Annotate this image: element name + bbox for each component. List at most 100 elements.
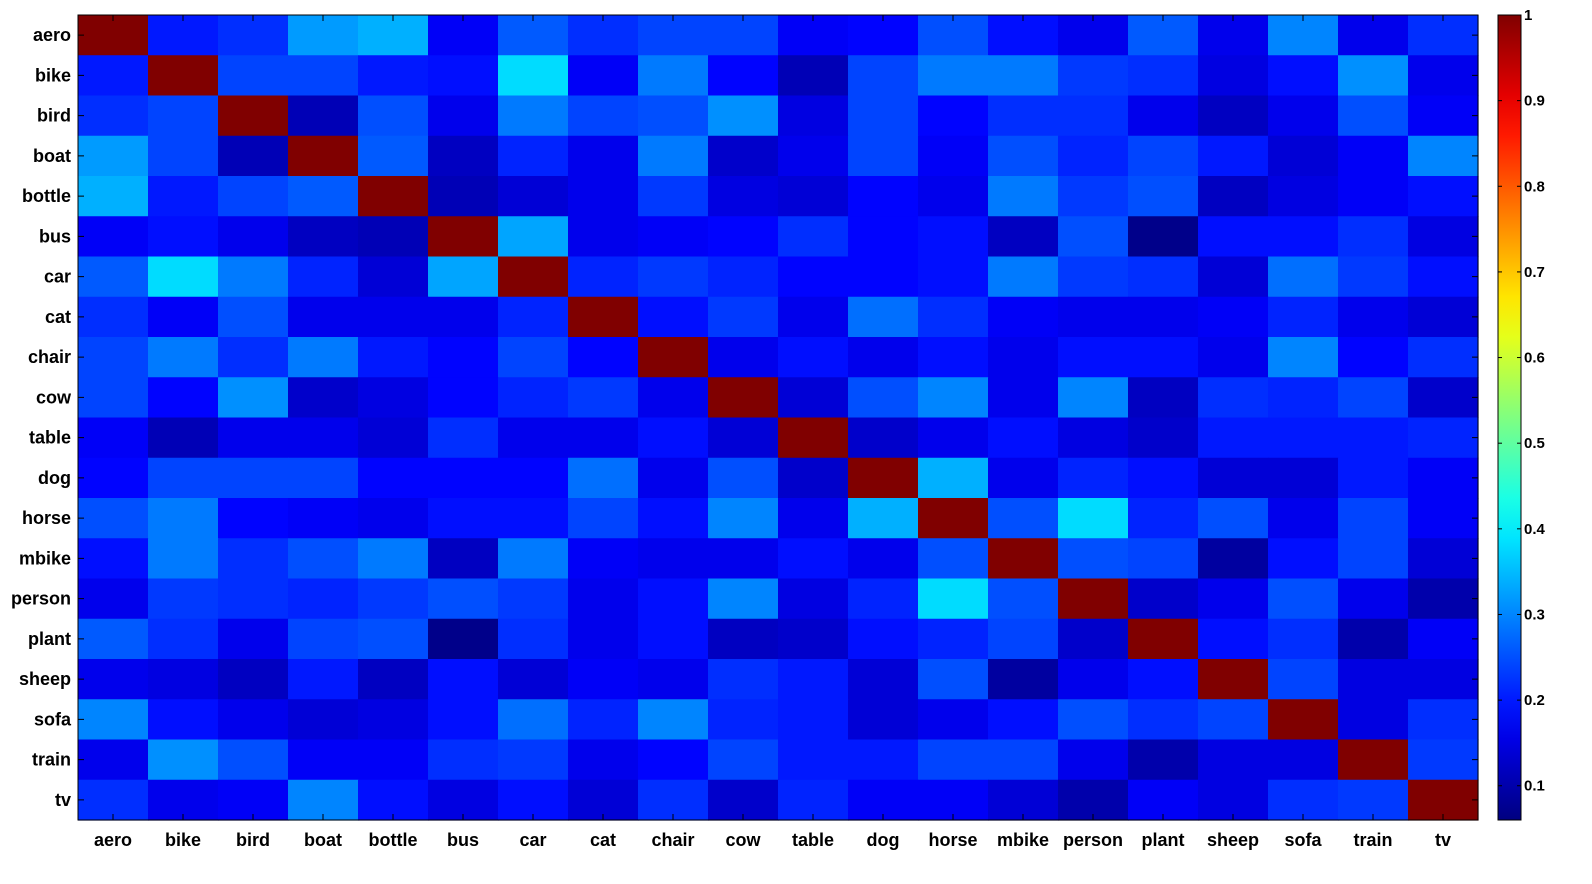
colorbar-tick-label: 0.9 [1524,93,1545,110]
heatmap-cell [148,95,219,137]
heatmap-cell [1128,176,1199,217]
heatmap-cell [148,256,219,298]
heatmap-cell [848,95,919,137]
heatmap-cell [778,699,849,741]
heatmap-cell [148,779,219,821]
heatmap-cell [638,55,709,97]
colorbar-frame [1497,14,1522,821]
heatmap-cell [988,659,1059,700]
column-label: train [1353,830,1392,850]
heatmap-cell [638,377,709,419]
heatmap-cell [1198,618,1269,660]
heatmap-cell [1128,337,1199,378]
colorbar-tick-label: 0.1 [1524,778,1545,795]
heatmap-cell [1198,659,1269,700]
heatmap-cell [988,739,1059,781]
heatmap-cell [1268,216,1339,258]
heatmap-cell [1338,377,1409,419]
heatmap-cell [78,256,149,298]
heatmap-cell [918,457,989,499]
heatmap-cell [358,699,429,741]
heatmap-cell [1128,457,1199,499]
heatmap-cell [78,739,149,781]
heatmap-cell [568,498,639,539]
heatmap-cell [148,216,219,258]
heatmap-cell [1128,377,1199,419]
heatmap-cell [988,538,1059,580]
heatmap-cell [358,337,429,378]
heatmap-cell [988,135,1059,177]
heatmap-cell [498,95,569,137]
heatmap-cell [218,699,289,741]
heatmap-cell [1198,699,1269,741]
row-label: boat [33,146,71,166]
heatmap-cell [148,377,219,419]
heatmap-cell [708,216,779,258]
heatmap-cell [428,498,499,539]
heatmap-cell [428,337,499,378]
heatmap-cell [1128,659,1199,700]
column-label: cat [590,830,616,850]
heatmap-cell [1128,498,1199,539]
heatmap-cell [148,538,219,580]
heatmap-cell [1268,417,1339,459]
column-label: chair [651,830,694,850]
heatmap-cell [1268,618,1339,660]
heatmap-cell [1058,95,1129,137]
heatmap-cell [148,578,219,620]
heatmap-cell [1268,739,1339,781]
heatmap-cell [1198,55,1269,97]
heatmap-cell [218,337,289,378]
heatmap-cell [1338,659,1409,700]
heatmap-cell [1198,457,1269,499]
heatmap-cell [498,15,569,56]
heatmap-cell [218,457,289,499]
heatmap-cell [1058,578,1129,620]
heatmap-cell [1408,578,1479,620]
heatmap-cell [778,176,849,217]
heatmap-cell [1058,699,1129,741]
heatmap-cell [1408,377,1479,419]
heatmap-cell [498,377,569,419]
heatmap-cell [1268,779,1339,821]
heatmap-cell [288,377,359,419]
heatmap-cell [1128,55,1199,97]
heatmap-cell [1268,578,1339,620]
heatmap-cell [988,699,1059,741]
column-label: mbike [997,830,1049,850]
heatmap-cell [708,337,779,378]
heatmap-cell [1408,538,1479,580]
heatmap-cell [428,135,499,177]
heatmap-cell [1128,739,1199,781]
heatmap-cell [778,135,849,177]
heatmap-cell [1128,699,1199,741]
heatmap-cell [1268,699,1339,741]
heatmap-cell [568,538,639,580]
heatmap-cell [1408,699,1479,741]
row-label: bus [39,226,71,246]
heatmap-cell [1128,779,1199,821]
heatmap-cell [1128,216,1199,258]
heatmap-cell [78,296,149,338]
heatmap-cell [638,256,709,298]
heatmap-cell [568,55,639,97]
column-label: sofa [1284,830,1322,850]
heatmap-cell [78,618,149,660]
heatmap-cell [218,659,289,700]
heatmap-cell [848,457,919,499]
heatmap-cell [148,55,219,97]
plot-frame [77,14,1479,821]
row-labels: aero bike bird boat bottle bus car cat chair cow t… [11,25,72,810]
heatmap-cell [988,417,1059,459]
heatmap-cell [358,296,429,338]
column-label: dog [867,830,900,850]
heatmap-cell [988,216,1059,258]
heatmap-cell [1128,538,1199,580]
heatmap-cell [1268,15,1339,56]
heatmap-cell [918,578,989,620]
heatmap-cell [918,55,989,97]
heatmap-cell [1198,337,1269,378]
heatmap-cell [778,498,849,539]
heatmap-cell [918,779,989,821]
heatmap-cell [778,578,849,620]
